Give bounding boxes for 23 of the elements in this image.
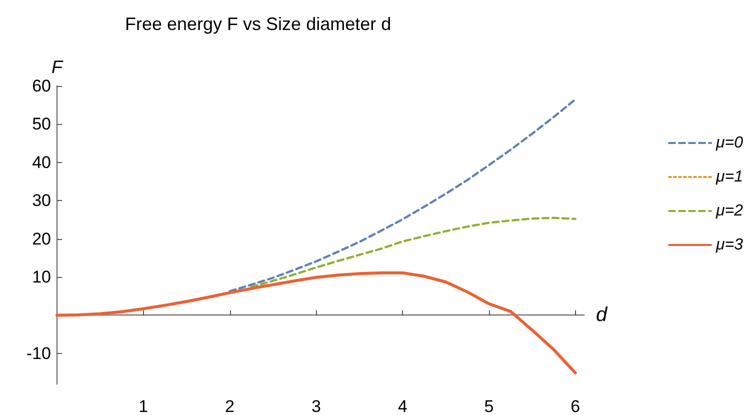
y-tick-label: -10	[26, 344, 51, 363]
line-series	[56, 271, 577, 374]
y-axis-title: F	[52, 57, 64, 77]
legend-label: μ=3	[714, 236, 744, 254]
x-tick-label: 1	[138, 397, 148, 415]
x-tick-label: 4	[398, 397, 408, 415]
y-tick-label: 30	[32, 191, 51, 210]
line-series	[228, 98, 576, 292]
legend-label: μ=1	[714, 168, 744, 186]
x-tick-label: 3	[311, 397, 321, 415]
x-axis-title: d	[596, 304, 608, 326]
y-tick-label: 10	[32, 268, 51, 287]
chart-title: Free energy F vs Size diameter d	[125, 14, 392, 34]
x-tick-label: 5	[484, 397, 494, 415]
legend-label: μ=0	[714, 134, 744, 152]
y-tick-label: 20	[32, 229, 51, 248]
line-series	[250, 216, 576, 288]
legend-label: μ=2	[714, 202, 744, 220]
x-tick-label: 6	[570, 397, 580, 415]
x-tick-label: 2	[225, 397, 235, 415]
y-tick-label: 60	[32, 76, 51, 96]
y-tick-label: 50	[32, 114, 51, 134]
y-tick-label: 40	[32, 152, 51, 172]
